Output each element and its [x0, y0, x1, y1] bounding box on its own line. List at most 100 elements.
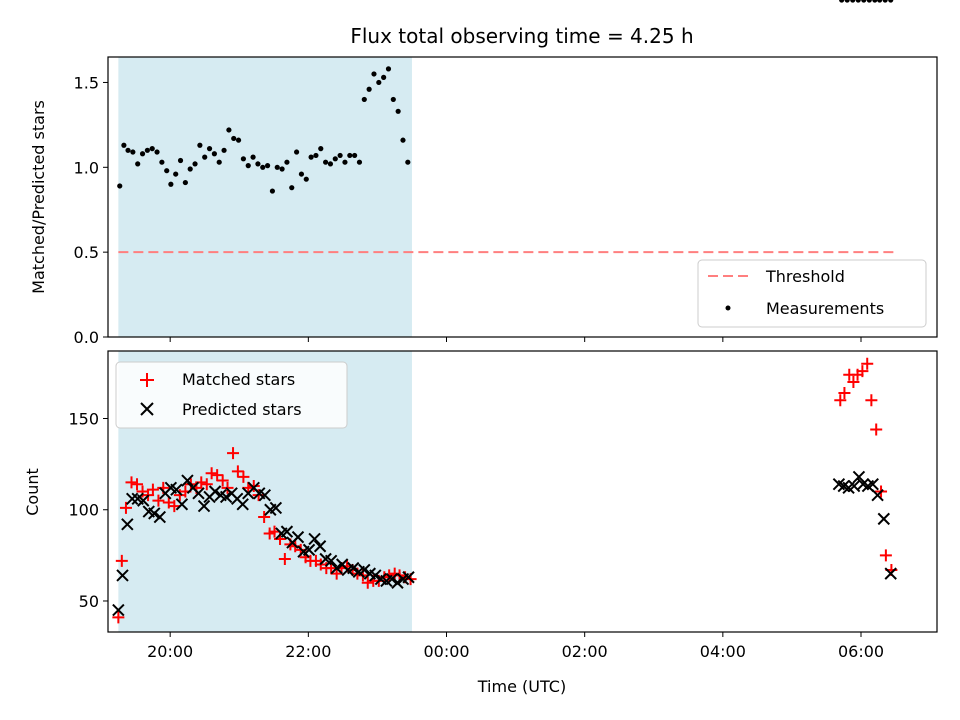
measurement-point [371, 71, 377, 77]
predicted-star-point [291, 530, 305, 544]
predicted-star-point [153, 510, 167, 524]
ratio-legend: Threshold Measurements [697, 259, 927, 328]
measurement-point [303, 176, 309, 182]
predicted-star-point [308, 532, 321, 546]
measurement-point [264, 163, 271, 169]
measurement-point [269, 188, 276, 194]
predicted-star-point [391, 576, 404, 589]
matched-star-point [242, 481, 255, 494]
matched-star-point [361, 576, 374, 589]
legend-matched-label: Matched stars [182, 370, 295, 389]
predicted-stars-points [112, 470, 897, 617]
measurement-point [164, 168, 170, 174]
predicted-star-point [181, 474, 194, 487]
matched-star-point [200, 478, 213, 491]
matched-star-point [834, 394, 847, 407]
measurement-point [356, 159, 363, 165]
time-axis-ticks: 20:00 22:00 00:00 02:00 04:00 06:00 [147, 632, 884, 661]
matched-star-point [119, 501, 132, 514]
measurement-point [352, 152, 358, 159]
measurement-point [400, 137, 406, 143]
measurement-point [226, 127, 232, 133]
predicted-star-point [137, 494, 150, 507]
x-tick-label: 04:00 [700, 642, 746, 661]
measurement-point [337, 152, 343, 159]
measurement-point [125, 147, 131, 153]
matched-star-point [879, 549, 892, 562]
predicted-star-point [347, 561, 360, 575]
measurement-point [877, 0, 883, 3]
matched-star-point [870, 423, 883, 436]
predicted-star-point [369, 569, 382, 582]
measurement-point [121, 142, 127, 148]
measurement-point [216, 159, 222, 165]
predicted-star-point [116, 569, 129, 582]
matched-star-point [227, 447, 240, 460]
matched-star-point [847, 376, 860, 389]
count-legend: Matched stars Predicted stars [115, 361, 348, 429]
legend-measurement-label: Measurements [766, 299, 884, 318]
measurement-point [274, 164, 280, 170]
y-tick-label: 50 [79, 592, 99, 611]
measurement-point [117, 183, 123, 189]
measurement-point [231, 135, 237, 142]
matched-star-point [211, 469, 224, 482]
measurement-point [293, 149, 300, 155]
measurement-point [260, 164, 266, 170]
legend-predicted-label: Predicted stars [182, 400, 302, 419]
legend-predicted-swatch [140, 402, 154, 416]
measurement-point [130, 149, 136, 155]
predicted-star-point [192, 487, 205, 500]
predicted-star-point [324, 554, 338, 568]
measurement-point [289, 185, 295, 191]
measurement-point [872, 0, 878, 3]
matched-star-point [278, 553, 291, 566]
count-axes-frame [107, 350, 938, 633]
predicted-star-point [358, 563, 371, 577]
count-axis-ticks: 50 100 150 [68, 410, 108, 611]
measurement-point [240, 156, 247, 162]
matched-star-point [168, 500, 181, 513]
predicted-star-point [112, 603, 125, 617]
measurement-points [117, 0, 894, 194]
measurement-point [168, 181, 174, 187]
predicted-star-point [866, 477, 879, 491]
y-tick-label: 1.5 [74, 73, 99, 92]
predicted-star-point [385, 572, 399, 586]
measurement-point [197, 142, 203, 148]
measurement-point [182, 179, 188, 186]
measurement-point [173, 171, 179, 177]
measurement-point [206, 146, 213, 152]
measurement-point [318, 146, 324, 152]
ratio-legend-box [697, 259, 927, 328]
matched-star-point [146, 483, 159, 496]
measurement-point [308, 154, 314, 160]
matched-star-point [856, 365, 869, 378]
y-tick-label: 100 [68, 501, 99, 520]
matched-star-point [115, 554, 128, 567]
y-tick-label: 1.0 [74, 158, 99, 177]
predicted-star-point [313, 540, 327, 553]
predicted-star-point [877, 512, 891, 526]
measurement-point [135, 161, 141, 167]
x-tick-label: 02:00 [562, 642, 608, 661]
predicted-star-point [175, 498, 189, 511]
measurement-point [395, 108, 401, 114]
predicted-star-point [197, 499, 211, 513]
matched-star-point [247, 480, 260, 493]
measurement-point [250, 154, 256, 160]
matched-star-point [112, 611, 125, 624]
measurement-point [376, 79, 382, 86]
measurement-point [882, 0, 888, 3]
measurement-point [139, 151, 146, 157]
predicted-star-point [236, 498, 249, 511]
x-tick-label: 06:00 [838, 642, 884, 661]
x-tick-label: 20:00 [147, 642, 193, 661]
legend-matched-swatch [140, 373, 154, 387]
legend-measurement-swatch [725, 305, 731, 311]
measurement-point [159, 159, 165, 165]
matched-star-point [216, 474, 229, 487]
x-tick-label: 22:00 [285, 642, 331, 661]
measurement-point [235, 137, 242, 143]
